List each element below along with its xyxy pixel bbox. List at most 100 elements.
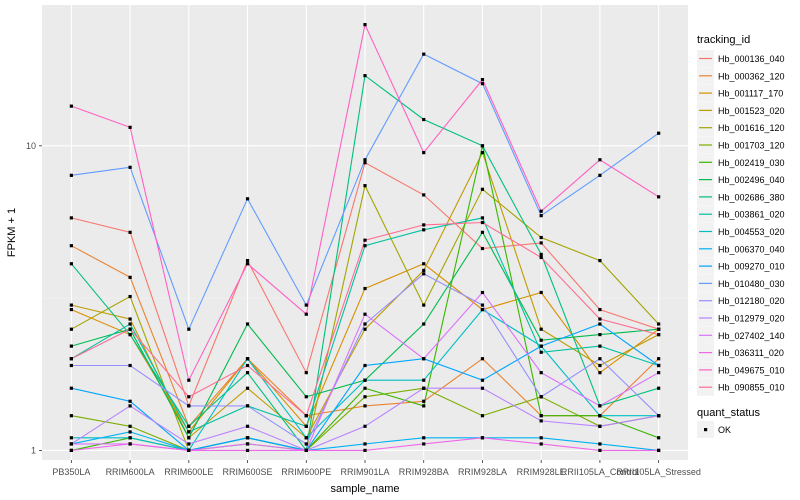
data-point	[657, 327, 661, 331]
data-point	[657, 371, 661, 375]
data-point	[480, 187, 485, 191]
data-point	[245, 322, 250, 326]
data-point	[657, 414, 661, 418]
data-point	[128, 333, 132, 337]
data-point	[69, 357, 73, 361]
data-point	[422, 386, 426, 390]
legend-label: Hb_009270_010	[718, 262, 785, 272]
data-point	[657, 195, 661, 199]
axes: 1 10 PB350LA RRIM600LA RRIM600LE RRIM600SE RRI…	[26, 141, 701, 477]
data-point	[422, 117, 426, 122]
legend-label: Hb_001616_120	[718, 123, 785, 133]
data-point	[128, 317, 132, 321]
data-point	[128, 125, 132, 129]
data-point	[598, 371, 602, 375]
data-point	[128, 424, 132, 428]
data-point	[128, 404, 132, 408]
data-point	[304, 303, 308, 307]
data-point	[128, 275, 132, 279]
data-point	[422, 436, 426, 440]
data-point	[128, 327, 132, 331]
data-point	[363, 312, 367, 316]
data-point	[304, 312, 308, 316]
data-point	[480, 303, 485, 307]
legend-label: Hb_036311_020	[718, 348, 784, 358]
data-point	[363, 161, 367, 165]
data-point	[480, 307, 485, 312]
data-point	[422, 442, 426, 446]
data-point	[539, 214, 543, 218]
data-point	[363, 244, 367, 248]
data-point	[304, 414, 308, 418]
data-point	[69, 414, 73, 418]
data-point	[422, 228, 426, 232]
data-point	[69, 104, 73, 108]
data-point	[363, 286, 367, 291]
data-point	[539, 252, 543, 257]
data-point	[422, 193, 426, 197]
data-point	[304, 442, 308, 446]
data-point	[69, 262, 73, 266]
legend-items: Hb_000136_040 Hb_000362_120 Hb_001117_170 H…	[697, 50, 785, 396]
data-point	[657, 363, 661, 368]
data-point	[539, 327, 543, 331]
data-point	[480, 230, 485, 234]
data-point	[422, 404, 426, 408]
data-point	[69, 327, 73, 331]
data-point	[69, 344, 73, 348]
data-point	[657, 357, 661, 361]
x-tick-label: RRIM600LE	[164, 467, 213, 477]
data-point	[304, 424, 308, 428]
data-point	[245, 357, 250, 361]
data-point	[598, 258, 602, 263]
y-axis-title: FPKM + 1	[6, 208, 18, 257]
data-point	[245, 404, 250, 408]
legend-label: Hb_010480_030	[718, 279, 785, 289]
data-point	[598, 363, 602, 368]
data-point	[598, 322, 602, 326]
data-point	[480, 436, 485, 440]
data-point	[363, 363, 367, 368]
data-point	[69, 173, 73, 177]
data-point	[363, 184, 367, 188]
legend-label: Hb_000136_040	[718, 54, 785, 64]
data-point	[539, 241, 543, 245]
legend-label: Hb_006370_040	[718, 244, 785, 254]
data-point	[363, 238, 367, 242]
data-point	[422, 52, 426, 56]
data-point	[657, 436, 661, 440]
data-point	[422, 303, 426, 307]
data-point	[187, 327, 191, 331]
data-point	[598, 344, 602, 348]
data-point	[480, 144, 485, 148]
data-point	[69, 386, 73, 390]
data-point	[422, 322, 426, 326]
data-point	[304, 436, 308, 440]
data-point	[480, 151, 485, 155]
data-point	[480, 216, 485, 220]
legend-label: Hb_001523_020	[718, 106, 785, 116]
quant-status-label: OK	[718, 425, 731, 435]
data-point	[480, 357, 485, 361]
x-tick-label: RRIM600PE	[281, 467, 331, 477]
data-point	[422, 223, 426, 227]
data-point	[69, 216, 73, 220]
data-point	[128, 230, 132, 234]
data-point	[363, 327, 367, 331]
x-tick-label: RRIM600SE	[223, 467, 273, 477]
data-point	[245, 363, 250, 368]
data-point	[598, 424, 602, 428]
data-point	[539, 414, 543, 418]
data-point	[539, 436, 543, 440]
data-point	[363, 378, 367, 382]
data-point	[363, 424, 367, 428]
data-point	[363, 386, 367, 390]
data-point	[422, 357, 426, 361]
data-point	[69, 244, 73, 248]
data-point	[598, 307, 602, 312]
data-point	[539, 419, 543, 423]
legend: tracking_id Hb_000136_040Hb_000362_120Hb…	[697, 34, 785, 438]
data-point	[598, 317, 602, 321]
data-point	[422, 378, 426, 382]
